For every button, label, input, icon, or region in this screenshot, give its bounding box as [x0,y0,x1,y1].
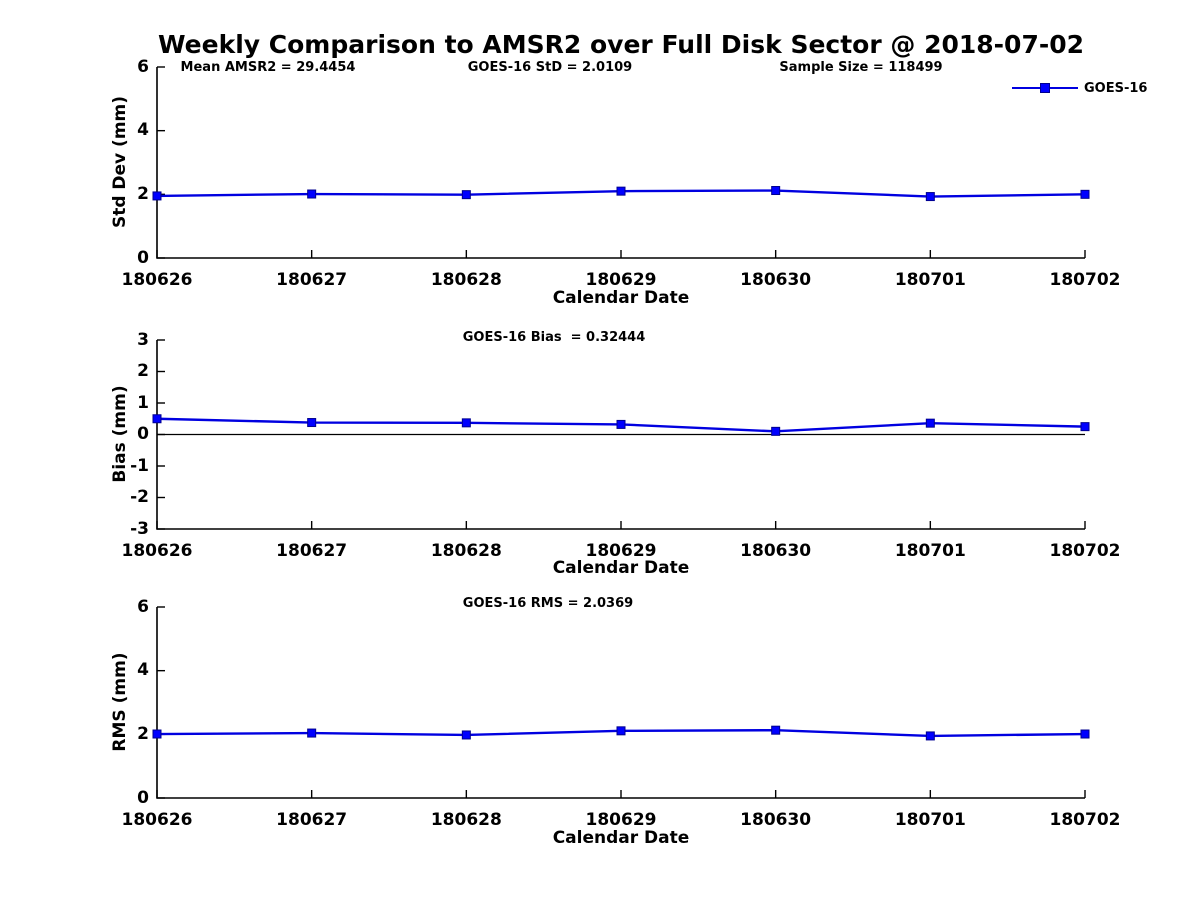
rms-plot-xtick-label: 180627 [276,810,348,830]
legend-marker [1040,83,1050,93]
rms-plot-data-marker [925,731,935,741]
rms-plot-data-marker [1080,729,1090,739]
std-dev-plot-data-marker [771,186,781,196]
rms-plot-axis [156,607,1085,799]
bias-plot-ytick-label: -3 [130,518,149,539]
bias-plot-xtick-label: 180629 [585,541,657,561]
y-axis-label-std-dev: Std Dev (mm) [110,95,130,229]
std-dev-plot-xtick-label: 180628 [430,270,502,290]
std-dev-plot-xtick-label: 180627 [276,270,348,290]
bias-plot-ytick-label: 0 [137,424,149,444]
rms-plot-xtick-label: 180702 [1049,810,1121,830]
rms-plot-xtick-label: 180626 [121,810,193,830]
x-axis-label-middle: Calendar Date [552,558,690,578]
annotation-goes16-rms: GOES-16 RMS = 2.0369 [462,596,634,611]
bias-plot-data-marker [461,418,471,428]
std-dev-plot-xtick-label: 180626 [121,270,193,290]
std-dev-plot-xtick-label: 180630 [740,270,812,290]
annotation-sample-size: Sample Size = 118499 [779,60,943,75]
figure-title: Weekly Comparison to AMSR2 over Full Dis… [157,30,1085,59]
bias-plot-xtick-label: 180628 [430,541,502,561]
std-dev-plot-ytick-label: 2 [137,183,149,204]
bias-plot-data-marker [771,426,781,436]
annotation-goes16-std: GOES-16 StD = 2.0109 [467,60,633,75]
bias-plot-data-marker [307,418,317,428]
bias-plot-data-marker [925,418,935,428]
rms-plot-xtick-label: 180701 [894,810,966,830]
x-axis-label-top: Calendar Date [552,288,690,308]
rms-plot-ytick-label: 2 [137,723,149,744]
bias-plot-xtick-label: 180701 [894,541,966,561]
std-dev-plot-xtick-label: 180701 [894,270,966,290]
annotation-mean-amsr2: Mean AMSR2 = 29.4454 [180,60,356,75]
rms-plot-data-marker [616,726,626,736]
std-dev-plot-data-marker [1080,189,1090,199]
bias-plot-ytick-label: 2 [137,361,149,381]
bias-plot-xtick-label: 180630 [740,541,812,561]
legend-label: GOES-16 [1084,80,1148,96]
x-axis-label-bottom: Calendar Date [552,828,690,848]
std-dev-plot-ytick-label: 4 [137,120,149,141]
bias-plot-xtick-label: 180627 [276,541,348,561]
std-dev-plot-axis [156,67,1085,259]
std-dev-plot-data-marker [307,189,317,199]
rms-plot-ytick-label: 6 [137,596,149,617]
bias-plot-data-marker [616,419,626,429]
rms-plot-xtick-label: 180628 [430,810,502,830]
rms-plot-data-marker [152,729,162,739]
rms-plot-data-marker [307,728,317,738]
bias-plot-ytick-label: 1 [137,392,149,413]
bias-plot-xtick-label: 180626 [121,541,193,561]
rms-plot-xtick-label: 180630 [740,810,812,830]
std-dev-plot-data-marker [925,192,935,202]
rms-plot-data-marker [461,730,471,740]
rms-plot-xtick-label: 180629 [585,810,657,830]
annotation-goes16-bias: GOES-16 Bias = 0.32444 [462,330,646,345]
std-dev-plot-data-marker [152,191,162,201]
std-dev-plot-data-marker [616,186,626,196]
bias-plot-data-marker [1080,422,1090,432]
std-dev-plot-data-marker [461,190,471,200]
rms-plot-data-marker [771,725,781,735]
std-dev-plot-ytick-label: 0 [137,247,149,268]
std-dev-plot-ytick-label: 6 [137,56,149,77]
bias-plot-ytick-label: -2 [130,487,149,507]
bias-plot-ytick-label: -1 [130,455,149,476]
bias-plot-xtick-label: 180702 [1049,541,1121,561]
std-dev-plot-xtick-label: 180629 [585,270,657,290]
rms-plot-ytick-label: 0 [137,787,149,808]
rms-plot-ytick-label: 4 [137,660,149,681]
bias-plot-data-marker [152,414,162,424]
std-dev-plot-xtick-label: 180702 [1049,270,1121,290]
legend-line-sample [1012,83,1078,93]
legend: GOES-16 [1012,78,1147,98]
bias-plot-ytick-label: 3 [137,329,149,350]
